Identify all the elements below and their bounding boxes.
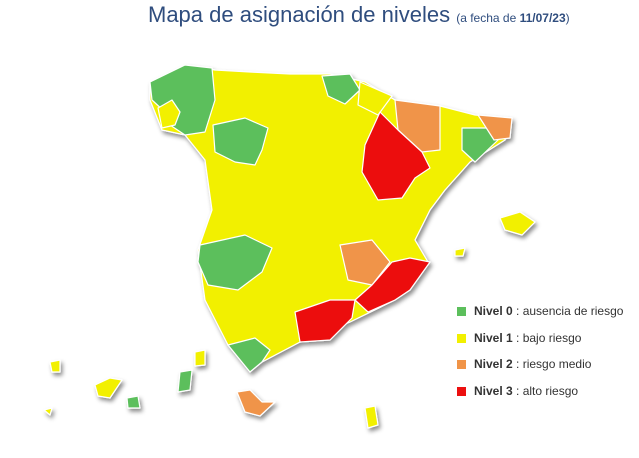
mainland xyxy=(149,64,513,373)
province xyxy=(339,239,391,286)
subtitle-prefix: (a fecha de xyxy=(456,11,520,25)
province xyxy=(361,111,431,201)
legend-swatch xyxy=(457,307,466,316)
legend-description: : alto riesgo xyxy=(512,383,579,398)
province xyxy=(177,369,193,393)
province xyxy=(157,99,181,129)
province xyxy=(394,99,441,153)
legend-swatch xyxy=(457,333,466,343)
legend-level: Nivel 2 xyxy=(474,357,513,371)
province xyxy=(236,389,276,417)
legend-swatch xyxy=(457,360,466,369)
legend-description: : ausencia de riesgo xyxy=(512,304,624,318)
province xyxy=(364,405,379,429)
legend-swatch xyxy=(457,386,466,396)
province xyxy=(149,64,216,136)
province xyxy=(212,117,269,166)
title: Mapa de asignación de niveles (a fecha d… xyxy=(148,2,570,28)
legend-item: Nivel 3 : alto riesgo xyxy=(457,384,578,398)
legend-level: Nivel 3 xyxy=(474,383,513,398)
province xyxy=(227,337,271,373)
subtitle-suffix: ) xyxy=(565,11,570,25)
legend-item: Nivel 1 : bajo riesgo xyxy=(457,331,581,345)
islands xyxy=(43,211,536,429)
province xyxy=(354,257,431,313)
province xyxy=(194,349,206,367)
province xyxy=(321,73,361,105)
province xyxy=(499,211,536,236)
legend-description: : bajo riesgo xyxy=(512,330,582,345)
province xyxy=(454,247,466,257)
subtitle: (a fecha de 11/07/23) xyxy=(456,11,569,25)
legend-description: : riesgo medio xyxy=(512,357,592,371)
subtitle-date: 11/07/23 xyxy=(519,11,566,25)
province xyxy=(49,359,61,373)
province xyxy=(126,395,141,409)
legend-item: Nivel 2 : riesgo medio xyxy=(457,357,591,371)
province xyxy=(461,127,499,163)
province xyxy=(294,299,356,343)
legend-level: Nivel 0 xyxy=(474,304,513,318)
province xyxy=(197,234,273,291)
province xyxy=(477,114,513,141)
title-text: Mapa de asignación de niveles xyxy=(148,2,451,27)
province xyxy=(43,407,53,416)
legend-item: Nivel 0 : ausencia de riesgo xyxy=(457,304,623,318)
legend-level: Nivel 1 xyxy=(474,330,513,345)
province xyxy=(94,377,123,399)
